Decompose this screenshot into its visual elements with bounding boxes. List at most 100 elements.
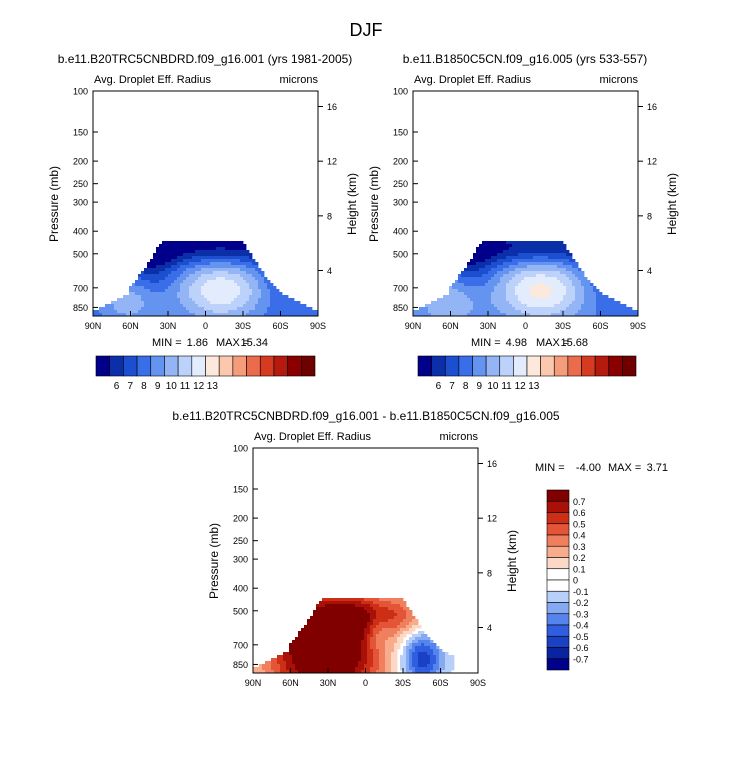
heatmap-cell: [337, 631, 341, 635]
heatmap-cell: [216, 262, 220, 266]
heatmap-cell: [530, 310, 534, 314]
heatmap-cell: [147, 301, 151, 305]
heatmap-cell: [551, 253, 555, 257]
heatmap-cell: [328, 622, 332, 626]
height-tick-label: 8: [647, 211, 652, 221]
heatmap-cell: [545, 280, 549, 284]
heatmap-cell: [394, 649, 398, 653]
heatmap-cell: [572, 295, 576, 299]
heatmap-cell: [563, 250, 567, 254]
heatmap-cell: [301, 628, 305, 632]
heatmap-cell: [361, 646, 365, 650]
heatmap-cell: [207, 295, 211, 299]
heatmap-cell: [512, 247, 516, 251]
heatmap-cell: [258, 277, 262, 281]
heatmap-cell: [439, 649, 443, 653]
heatmap-cell: [183, 283, 187, 287]
heatmap-cell: [599, 301, 603, 305]
heatmap-cell: [376, 649, 380, 653]
heatmap-cell: [225, 292, 229, 296]
heatmap-cell: [331, 634, 335, 638]
heatmap-cell: [304, 640, 308, 644]
heatmap-cell: [364, 610, 368, 614]
heatmap-cell: [512, 259, 516, 263]
heatmap-cell: [147, 292, 151, 296]
heatmap-cell: [282, 304, 286, 308]
heatmap-cell: [328, 625, 332, 629]
heatmap-cell: [403, 613, 407, 617]
heatmap-cell: [515, 247, 519, 251]
heatmap-cell: [575, 265, 579, 269]
heatmap-cell: [581, 295, 585, 299]
heatmap-cell: [503, 298, 507, 302]
heatmap-cell: [382, 670, 386, 674]
heatmap-cell: [479, 250, 483, 254]
heatmap-cell: [234, 241, 238, 245]
heatmap-cell: [243, 262, 247, 266]
heatmap-cell: [482, 295, 486, 299]
heatmap-cell: [198, 286, 202, 290]
heatmap-cell: [382, 667, 386, 671]
heatmap-cell: [255, 274, 259, 278]
heatmap-cell: [207, 274, 211, 278]
heatmap-cell: [228, 280, 232, 284]
heatmap-cell: [491, 289, 495, 293]
heatmap-cell: [237, 247, 241, 251]
panel-3-max-label: MAX =: [608, 462, 641, 474]
heatmap-cell: [473, 268, 477, 272]
heatmap-cell: [114, 310, 118, 314]
heatmap-cell: [572, 307, 576, 311]
heatmap-cell: [153, 256, 157, 260]
heatmap-cell: [433, 670, 437, 674]
heatmap-cell: [551, 259, 555, 263]
heatmap-cell: [207, 298, 211, 302]
heatmap-cell: [448, 670, 452, 674]
heatmap-cell: [476, 292, 480, 296]
heatmap-cell: [286, 670, 290, 674]
heatmap-cell: [418, 640, 422, 644]
heatmap-cell: [524, 286, 528, 290]
heatmap-cell: [177, 310, 181, 314]
heatmap-cell: [364, 652, 368, 656]
colorbar-swatch: [546, 568, 570, 581]
heatmap-cell: [539, 262, 543, 266]
heatmap-cell: [274, 667, 278, 671]
heatmap-cell: [168, 262, 172, 266]
heatmap-cell: [461, 313, 465, 317]
heatmap-cell: [349, 640, 353, 644]
heatmap-cell: [515, 253, 519, 257]
heatmap-cell: [337, 658, 341, 662]
heatmap-cell: [376, 640, 380, 644]
heatmap-cell: [240, 244, 244, 248]
heatmap-cell: [171, 277, 175, 281]
heatmap-cell: [162, 292, 166, 296]
heatmap-cell: [322, 598, 326, 602]
heatmap-cell: [379, 652, 383, 656]
heatmap-cell: [135, 301, 139, 305]
heatmap-cell: [530, 307, 534, 311]
colorbar-swatch: [205, 355, 220, 377]
heatmap-cell: [267, 301, 271, 305]
heatmap-cell: [551, 307, 555, 311]
heatmap-cell: [536, 259, 540, 263]
heatmap-cell: [554, 262, 558, 266]
heatmap-cell: [201, 262, 205, 266]
heatmap-cell: [578, 268, 582, 272]
heatmap-cell: [144, 292, 148, 296]
heatmap-cell: [153, 259, 157, 263]
heatmap-cell: [476, 307, 480, 311]
heatmap-cell: [289, 652, 293, 656]
heatmap-cell: [322, 625, 326, 629]
heatmap-cell: [141, 301, 145, 305]
heatmap-cell: [418, 646, 422, 650]
heatmap-cell: [521, 286, 525, 290]
heatmap-cell: [216, 280, 220, 284]
heatmap-cell: [213, 274, 217, 278]
heatmap-cell: [271, 670, 275, 674]
heatmap-cell: [527, 307, 531, 311]
heatmap-cell: [343, 667, 347, 671]
heatmap-cell: [427, 649, 431, 653]
heatmap-cell: [207, 301, 211, 305]
heatmap-cell: [358, 613, 362, 617]
height-tick-label: 8: [327, 211, 332, 221]
